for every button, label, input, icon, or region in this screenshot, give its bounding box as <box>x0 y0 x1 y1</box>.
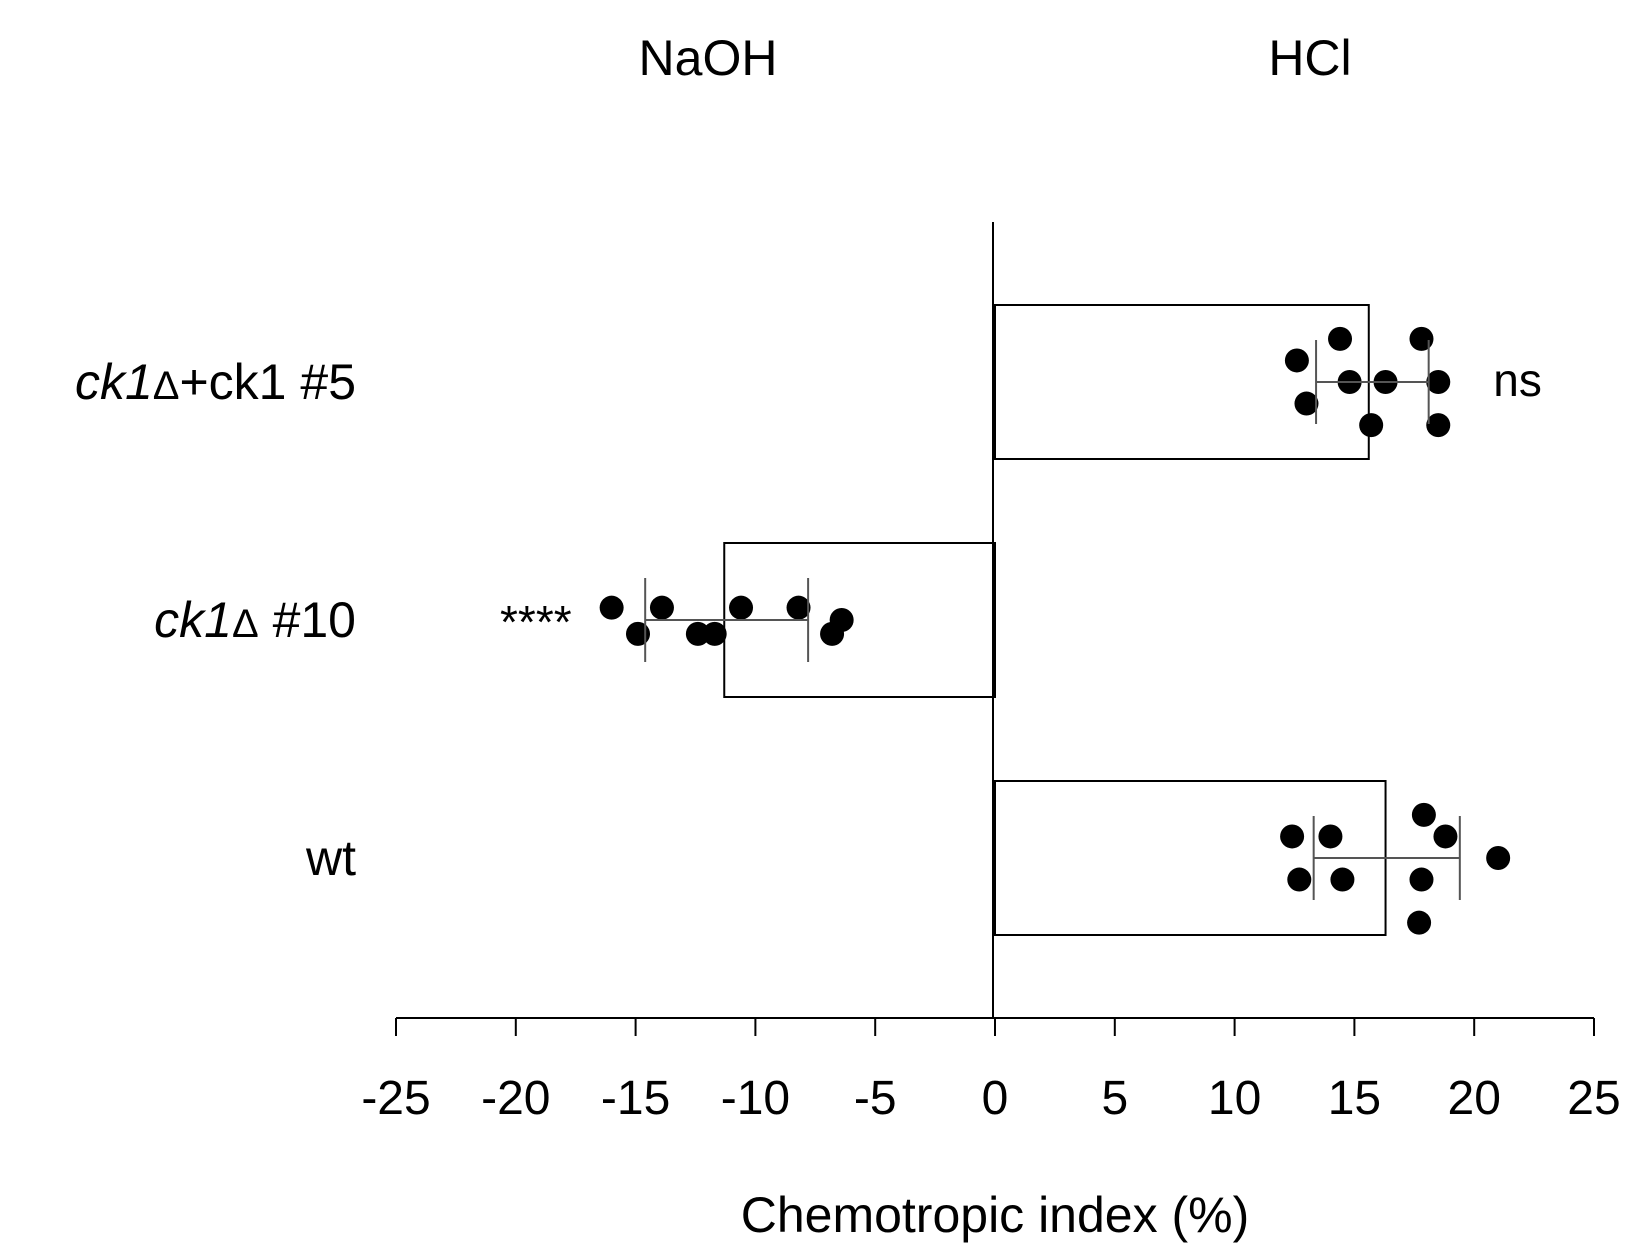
data-point <box>1426 370 1451 394</box>
data-point <box>1486 846 1511 870</box>
data-point <box>685 621 710 646</box>
data-point <box>625 621 650 646</box>
data-point <box>1330 867 1355 892</box>
hcl-label: HCl <box>1268 30 1351 86</box>
data-point <box>820 621 845 646</box>
x-axis-title: Chemotropic index (%) <box>741 1187 1250 1243</box>
data-point <box>1411 802 1436 827</box>
data-point <box>1409 326 1434 351</box>
data-point <box>1287 867 1312 892</box>
category-label-ck1-deletion: ck1Δ #10 <box>154 592 356 648</box>
x-tick-label: 25 <box>1567 1072 1620 1125</box>
bar-ck1-complemented <box>994 304 1370 460</box>
data-point <box>1318 824 1343 849</box>
x-tick-label: -20 <box>481 1072 550 1125</box>
data-point <box>599 595 624 620</box>
significance-annotations: ns **** <box>500 354 1542 648</box>
x-tick-label: 5 <box>1101 1072 1128 1125</box>
data-point <box>702 621 727 646</box>
significance-annotation: **** <box>500 596 572 648</box>
data-point <box>1280 824 1305 849</box>
data-point <box>1328 326 1353 351</box>
category-label-wt: wt <box>305 830 356 886</box>
x-axis-ticks: -25 -20 -15 -10 -5 0 5 10 15 20 25 <box>361 1018 1621 1125</box>
x-tick-label: 15 <box>1328 1072 1381 1125</box>
naoh-label: NaOH <box>639 30 778 86</box>
x-tick-label: -5 <box>854 1072 897 1125</box>
x-tick-label: -25 <box>361 1072 430 1125</box>
data-points-group <box>599 326 1511 935</box>
data-point <box>1407 910 1432 935</box>
x-tick-label: 0 <box>982 1072 1009 1125</box>
data-point <box>729 595 754 620</box>
error-bars-group <box>644 340 1461 900</box>
x-tick-label: 20 <box>1448 1072 1501 1125</box>
x-tick-label: 10 <box>1208 1072 1261 1125</box>
category-label-ck1-complemented: ck1Δ+ck1 #5 <box>75 354 356 410</box>
data-point <box>1433 824 1458 849</box>
data-point <box>786 595 811 620</box>
data-point <box>1284 348 1309 373</box>
data-point <box>1426 413 1451 438</box>
category-labels: ck1Δ+ck1 #5 ck1Δ #10 wt <box>75 354 356 886</box>
x-tick-label: -15 <box>601 1072 670 1125</box>
significance-annotation: ns <box>1493 354 1542 406</box>
data-point <box>649 595 674 620</box>
data-point <box>1359 413 1384 438</box>
x-tick-label: -10 <box>721 1072 790 1125</box>
data-point <box>1294 391 1319 416</box>
data-point <box>1409 867 1434 892</box>
